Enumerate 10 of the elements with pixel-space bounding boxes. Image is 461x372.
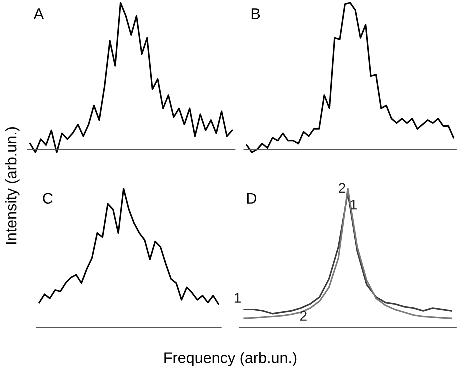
y-axis-title: Intensity (arb.un.): [6, 128, 20, 244]
series-label: 2: [300, 311, 307, 321]
series-label: 1: [351, 200, 357, 210]
text: 1: [234, 293, 241, 303]
chart-title: D: [247, 193, 257, 204]
x-axis-title: Frequency (arb.un.): [164, 352, 297, 366]
text: 2: [339, 183, 346, 193]
chart-title: B: [252, 8, 260, 20]
chart-title: A: [34, 8, 44, 20]
chart-title: C: [43, 193, 53, 204]
